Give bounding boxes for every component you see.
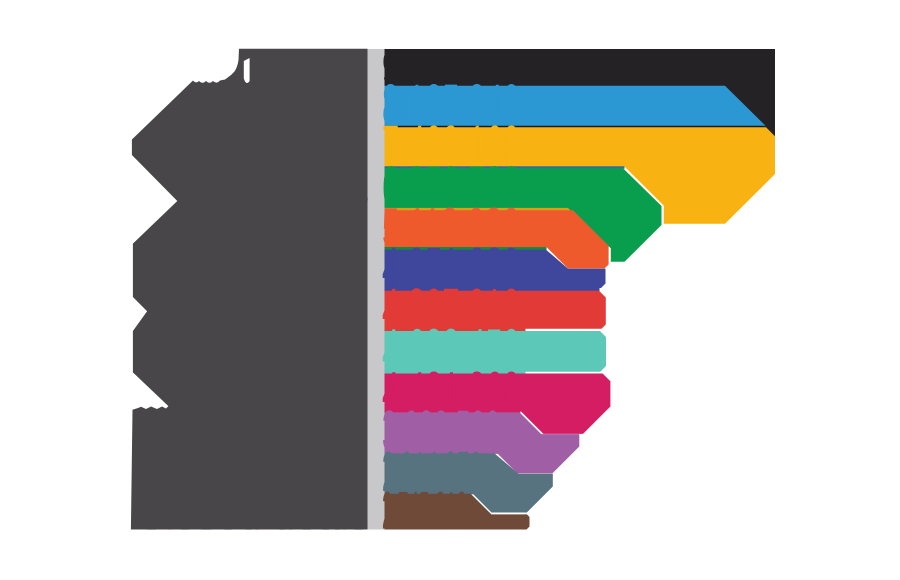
svg-text:9 464 120: 9 464 120 <box>382 42 517 95</box>
svg-text:Accounts: Accounts <box>173 202 369 258</box>
svg-text:2 914 370: 2 914 370 <box>382 441 482 504</box>
svg-text:4 951 220: 4 951 220 <box>382 236 520 299</box>
svg-text:7 409 160: 7 409 160 <box>382 114 520 178</box>
svg-text:3 082 500: 3 082 500 <box>382 399 500 463</box>
svg-text:5 113 080: 5 113 080 <box>382 197 520 258</box>
svg-text:Expansions: Expansions <box>183 161 369 217</box>
svg-text:Economies: Economies <box>138 325 369 381</box>
svg-text:Revenues: Revenues <box>153 120 369 176</box>
svg-text:Scans: Scans <box>245 40 369 96</box>
svg-text:6 252 730: 6 252 730 <box>382 155 520 220</box>
svg-text:Responses: Responses <box>151 283 369 339</box>
svg-text:Closed deals: Closed deals <box>136 485 369 541</box>
svg-text:8 125 340: 8 125 340 <box>382 73 520 138</box>
svg-text:Summaries: Summaries <box>138 243 369 299</box>
svg-text:Sessions: Sessions <box>169 366 369 422</box>
svg-text:4 807 910: 4 807 910 <box>382 277 520 340</box>
svg-text:Numerous: Numerous <box>134 446 369 502</box>
svg-text:Prospects: Prospects <box>137 405 369 461</box>
svg-text:4 633 450: 4 633 450 <box>382 317 520 384</box>
svg-text:Immense: Immense <box>189 79 369 135</box>
svg-text:4 421 860: 4 421 860 <box>382 360 520 423</box>
svg-text:2 745 810: 2 745 810 <box>382 482 467 541</box>
